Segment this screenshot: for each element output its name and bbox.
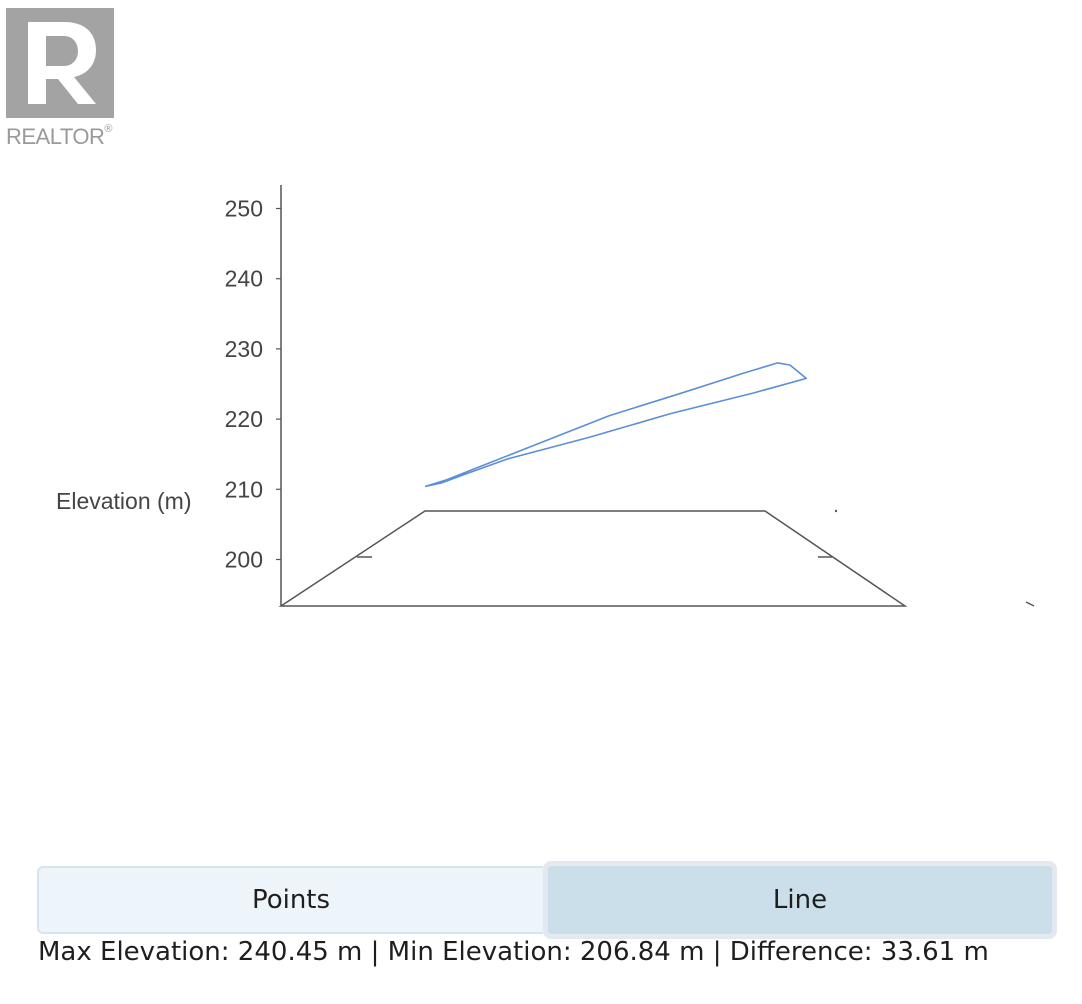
realtor-wordmark: REALTOR® <box>6 123 112 149</box>
view-toggle[interactable]: Points Line <box>37 861 1057 939</box>
line-option-label: Line <box>772 885 828 915</box>
y-axis-ticks: 200 210 220 230 240 250 <box>225 196 281 573</box>
base-plane <box>278 510 908 607</box>
realtor-r-icon <box>6 8 114 118</box>
y-axis-label: Elevation (m) <box>56 488 191 514</box>
y-tick-label-230: 230 <box>225 336 263 362</box>
y-tick-label-220: 220 <box>225 406 263 432</box>
y-tick-label-200: 200 <box>225 547 263 573</box>
points-option-label: Points <box>251 885 331 915</box>
axis-dot <box>834 509 838 513</box>
chart-axes <box>278 185 1035 607</box>
elevation-series <box>424 362 808 488</box>
y-tick-label-240: 240 <box>225 266 263 292</box>
elevation-line-0 <box>424 362 808 488</box>
elevation-chart: 200 210 220 230 240 250 Elevation (m) <box>0 170 1082 640</box>
points-option-button[interactable]: Points <box>37 866 543 934</box>
elevation-stats: Max Elevation: 240.45 m | Min Elevation:… <box>38 937 989 967</box>
line-option-button[interactable]: Line <box>543 861 1057 939</box>
realtor-logo: REALTOR® <box>6 8 126 149</box>
x-axis-stub <box>1025 601 1035 607</box>
y-tick-label-250: 250 <box>225 196 263 222</box>
y-tick-label-210: 210 <box>225 476 263 502</box>
